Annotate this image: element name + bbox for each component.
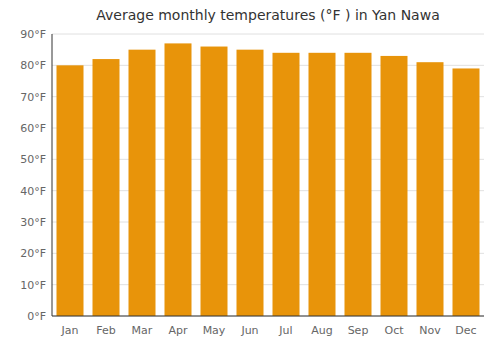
y-axis-line: [52, 34, 53, 316]
bar: [93, 59, 120, 316]
grid-line: [52, 34, 484, 35]
title: Average monthly temperatures (°F ) in Ya…: [96, 7, 439, 23]
x-tick-label: Sep: [348, 324, 369, 337]
x-tick-label: Jun: [240, 324, 258, 337]
y-tick-label: 50°F: [20, 153, 46, 166]
y-tick-label: 60°F: [20, 122, 46, 135]
chart: Average monthly temperatures (°F ) in Ya…: [0, 0, 500, 350]
bar: [345, 53, 372, 316]
y-tick-label: 10°F: [20, 279, 46, 292]
x-tick-label: Feb: [96, 324, 115, 337]
chart-container: Average monthly temperatures (°F ) in Ya…: [0, 0, 500, 350]
bar: [165, 43, 192, 316]
y-tick-label: 90°F: [20, 28, 46, 41]
bar: [309, 53, 336, 316]
x-tick-label: Jan: [61, 324, 79, 337]
y-tick-label: 20°F: [20, 247, 46, 260]
x-tick-label: May: [203, 324, 226, 337]
y-tick-label: 0°F: [27, 310, 46, 323]
y-tick-label: 80°F: [20, 59, 46, 72]
y-tick-label: 30°F: [20, 216, 46, 229]
grid-line: [52, 316, 484, 317]
bar: [129, 50, 156, 316]
y-axis-ticks: 0°F 10°F 20°F 30°F 40°F 50°F 60°F 70°F 80°F 90°F: [20, 28, 46, 323]
bar: [381, 56, 408, 316]
bar: [57, 65, 84, 316]
y-tick-label: 40°F: [20, 185, 46, 198]
x-axis-line: [52, 316, 484, 317]
x-tick-label: Mar: [132, 324, 153, 337]
x-tick-label: Dec: [455, 324, 476, 337]
bars: [57, 43, 480, 316]
x-axis-ticks: Jan Feb Mar Apr May Jun Jul Aug Sep Oct Nov Dec: [61, 324, 477, 337]
x-tick-label: Apr: [168, 324, 188, 337]
y-tick-label: 70°F: [20, 91, 46, 104]
x-tick-label: Aug: [311, 324, 332, 337]
bar: [273, 53, 300, 316]
bar: [417, 62, 444, 316]
x-tick-label: Oct: [384, 324, 404, 337]
bar: [201, 47, 228, 316]
grid: [52, 34, 484, 316]
bar: [237, 50, 264, 316]
x-tick-label: Jul: [278, 324, 292, 337]
x-tick-label: Nov: [419, 324, 441, 337]
bar: [453, 68, 480, 316]
